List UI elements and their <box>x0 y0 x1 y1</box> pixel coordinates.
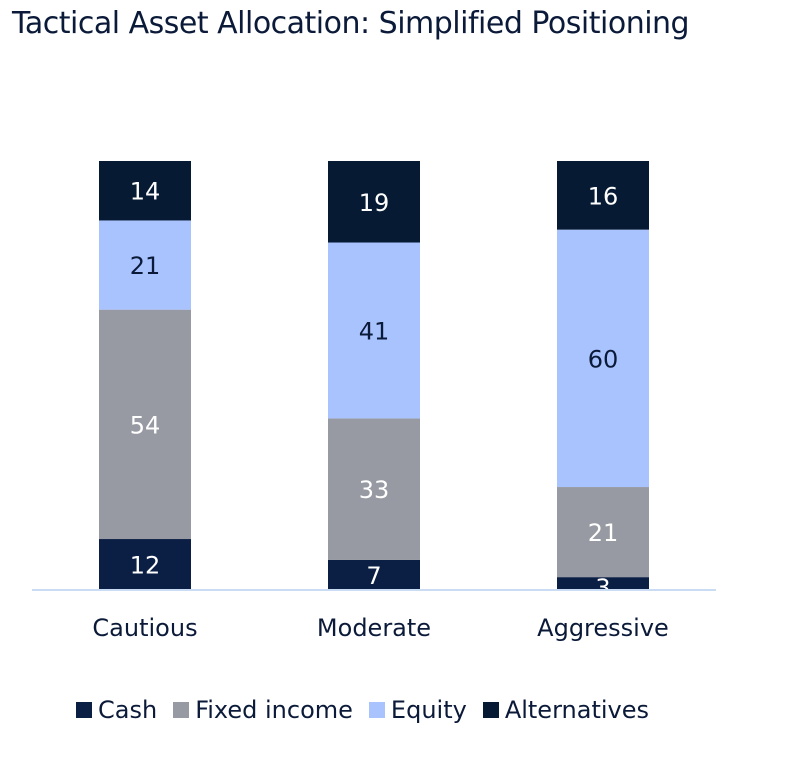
data-label-alternatives-aggressive: 16 <box>588 182 619 210</box>
bar-segment-cash-cautious <box>99 539 191 590</box>
legend-item-alternatives: Alternatives <box>482 696 649 724</box>
data-label-fixed-income-moderate: 33 <box>359 476 390 504</box>
data-label-equity-cautious: 21 <box>130 252 161 280</box>
bar-segment-alternatives-aggressive <box>557 161 649 230</box>
bar-segment-fixed-income-aggressive <box>557 487 649 578</box>
legend-item-equity: Equity <box>368 696 467 724</box>
legend-label: Cash <box>98 696 158 724</box>
data-label-alternatives-moderate: 19 <box>359 189 390 217</box>
legend-item-fixed-income: Fixed income <box>173 696 353 724</box>
data-label-fixed-income-aggressive: 21 <box>588 519 619 547</box>
bar-segment-alternatives-moderate <box>328 161 420 243</box>
stacked-bar-chart: 12 54 21 14 Cautious 7 33 41 19 Moderate 3 21 60 16 Ag… <box>32 161 716 642</box>
data-label-cash-cautious: 12 <box>130 552 161 580</box>
legend-item-cash: Cash <box>76 696 157 724</box>
bar-segment-equity-cautious <box>99 220 191 310</box>
chart-title: Tactical Asset Allocation: Simplified Po… <box>12 6 690 41</box>
bar-segment-fixed-income-cautious <box>99 309 191 540</box>
data-label-cash-moderate: 7 <box>366 562 381 590</box>
category-label-cautious: Cautious <box>92 614 197 642</box>
data-label-cash-aggressive: 3 <box>595 574 610 602</box>
legend-swatch <box>76 702 92 718</box>
legend-label: Fixed income <box>195 696 353 724</box>
legend-swatch <box>482 702 499 718</box>
data-label-alternatives-cautious: 14 <box>130 178 161 206</box>
data-label-fixed-income-cautious: 54 <box>130 411 161 439</box>
bar-segment-alternatives-cautious <box>99 161 191 221</box>
legend-swatch <box>368 702 385 718</box>
bar-segment-cash-aggressive <box>557 577 649 590</box>
legend-label: Equity <box>390 696 467 724</box>
bar-segment-cash-moderate <box>328 559 420 590</box>
category-label-aggressive: Aggressive <box>537 614 669 642</box>
bar-segment-fixed-income-moderate <box>328 418 420 560</box>
legend-label: Alternatives <box>504 696 649 724</box>
bar-segment-equity-moderate <box>328 242 420 419</box>
category-label-moderate: Moderate <box>317 614 431 642</box>
chart-legend: Cash Fixed income Equity Alternatives <box>76 696 665 724</box>
data-label-equity-aggressive: 60 <box>588 345 619 373</box>
bar-segment-equity-aggressive <box>557 229 649 488</box>
data-label-equity-moderate: 41 <box>359 317 390 345</box>
legend-swatch <box>173 702 190 718</box>
